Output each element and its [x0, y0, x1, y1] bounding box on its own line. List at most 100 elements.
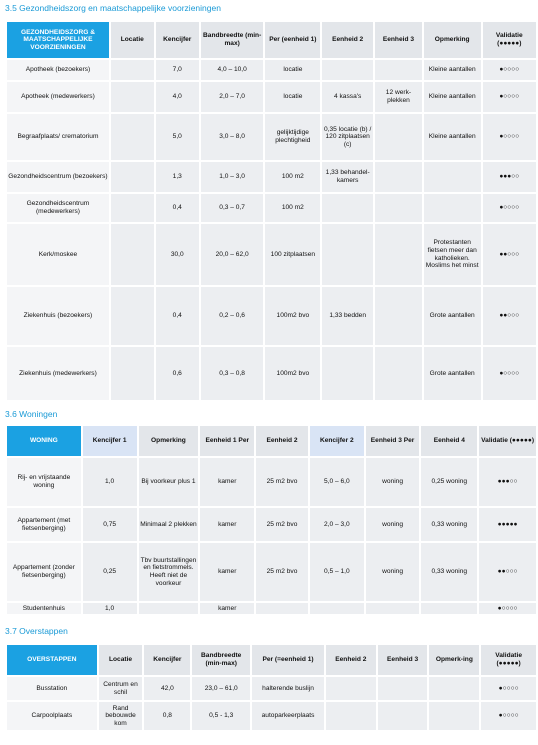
data-table: WONING Kencijfer 1 Opmerking Eenheid 1 Per E… [5, 424, 538, 616]
section-title: 3.7 Overstappen [5, 626, 68, 636]
table-row: GEZONDHEIDSZORG & MAATSCHAPPELIJKE VOORZ… [7, 22, 536, 58]
table-cell: 7,0 [155, 60, 199, 80]
table-cell: 3,0 – 8,0 [200, 114, 264, 160]
table-row: Studentenhuis 1,0 kamer ●○○○○ [7, 603, 536, 614]
table-cell: 1,3 [155, 162, 199, 192]
table-cell: Gezondheidscentrum (bezoekers) [7, 162, 109, 192]
table-cell: 2,0 – 7,0 [200, 82, 264, 112]
table-cell: Rand bebouwde kom [98, 702, 143, 730]
table-cell: Centrum en schil [98, 677, 143, 700]
table-cell: 25 m2 bvo [256, 458, 308, 506]
table-cell [365, 603, 420, 614]
table-cell: Rij- en vrijstaande woning [7, 458, 81, 506]
table-cell: 4,0 – 10,0 [200, 60, 264, 80]
table-cell: Appartement (zonder fietsenberging) [7, 543, 81, 601]
table-cell [423, 162, 481, 192]
table-cell: 1,0 [82, 603, 137, 614]
table-cell: 0,33 woning [421, 508, 478, 541]
table-row: OVERSTAPPEN Locatie Kencijfer Bandbreedte (… [7, 645, 536, 675]
table-cell: Locatie [98, 645, 143, 675]
table-cell: Bandbreedte (min-max) [200, 22, 264, 58]
table-cell: Validatie (●●●●●) [481, 645, 536, 675]
table-cell: OVERSTAPPEN [7, 645, 97, 675]
table-cell: Kencijfer [155, 22, 199, 58]
table-cell: Protestanten fietsen meer dan katholieke… [423, 224, 481, 285]
table-cell [256, 603, 308, 614]
table-cell: Eenheid 1 Per [200, 426, 255, 456]
table-cell: 0,33 woning [421, 543, 478, 601]
table-cell: 1,0 [82, 458, 137, 506]
table-cell: Eenheid 3 [375, 22, 422, 58]
table-cell: kamer [200, 508, 255, 541]
table-cell [375, 162, 422, 192]
table-cell: Appartement (met fietsenberging) [7, 508, 81, 541]
table-cell: ●○○○○ [479, 603, 536, 614]
table-cell: Eenheid 4 [421, 426, 478, 456]
table-cell [377, 702, 428, 730]
table-cell: ●●●●● [479, 508, 536, 541]
table-cell [110, 224, 154, 285]
section-title: 3.5 Gezondheidszorg en maatschappelijke … [5, 3, 221, 13]
table-cell: locatie [265, 82, 321, 112]
table-cell: woning [365, 508, 420, 541]
table-cell: Kerk/moskee [7, 224, 109, 285]
table-cell: 1,33 behandel-kamers [322, 162, 374, 192]
table-cell: Kencijfer [144, 645, 191, 675]
table-cell [375, 194, 422, 222]
table-cell: ●○○○○ [482, 114, 536, 160]
table-cell [375, 224, 422, 285]
table-cell [375, 114, 422, 160]
table-cell: GEZONDHEIDSZORG & MAATSCHAPPELIJKE VOORZ… [7, 22, 109, 58]
table-cell [110, 114, 154, 160]
section-title: 3.6 Woningen [5, 409, 58, 419]
table-cell: 100 m2 [265, 162, 321, 192]
table-cell: kamer [200, 458, 255, 506]
table-row: Begraafplaats/ crematorium 5,0 3,0 – 8,0 ge… [7, 114, 536, 160]
table-cell: ●○○○○ [482, 194, 536, 222]
table-cell: ●○○○○ [481, 702, 536, 730]
table-cell [423, 194, 481, 222]
table-cell: 0,3 – 0,8 [200, 347, 264, 400]
table-cell: 0,8 [144, 702, 191, 730]
table-cell: 0,25 [82, 543, 137, 601]
table-cell: ●●○○○ [482, 224, 536, 285]
table-cell: Validatie (●●●●●) [479, 426, 536, 456]
table-cell: Kleine aantallen [423, 60, 481, 80]
table-cell: Busstation [7, 677, 97, 700]
table-cell: ●○○○○ [482, 82, 536, 112]
table-cell: Eenheid 2 [322, 22, 374, 58]
table-cell: Kleine aantallen [423, 114, 481, 160]
table-cell: 0,3 – 0,7 [200, 194, 264, 222]
table-cell: 100m2 bvo [265, 287, 321, 345]
table-cell: Gezondheidscentrum (medewerkers) [7, 194, 109, 222]
table-cell: 0,4 [155, 194, 199, 222]
data-table: GEZONDHEIDSZORG & MAATSCHAPPELIJKE VOORZ… [5, 20, 538, 402]
table-cell [322, 194, 374, 222]
table-cell: ●●○○○ [482, 287, 536, 345]
table-cell: 25 m2 bvo [256, 543, 308, 601]
data-table: OVERSTAPPEN Locatie Kencijfer Bandbreedte (… [5, 643, 538, 732]
table-cell: 0,35 locatie (b) / 120 zitplaatsen (c) [322, 114, 374, 160]
table-cell [322, 60, 374, 80]
table-row: Busstation Centrum en schil 42,0 23,0 – 61,… [7, 677, 536, 700]
table-cell: 100m2 bvo [265, 347, 321, 400]
table-cell: 4,0 [155, 82, 199, 112]
table-cell: 0,6 [155, 347, 199, 400]
table-cell: 1,33 bedden [322, 287, 374, 345]
table-cell: Opmerking [138, 426, 199, 456]
table-row: Ziekenhuis (medewerkers) 0,6 0,3 – 0,8 100m… [7, 347, 536, 400]
table-cell [375, 347, 422, 400]
table-cell: Per (eenheid 1) [265, 22, 321, 58]
table-cell: Eenheid 2 [325, 645, 376, 675]
table-cell: halterende buslijn [252, 677, 324, 700]
table-cell: ●○○○○ [482, 60, 536, 80]
table-cell: Grote aantallen [423, 347, 481, 400]
table-row: Appartement (zonder fietsenberging) 0,25 T… [7, 543, 536, 601]
table-cell: Bandbreedte (min-max) [192, 645, 251, 675]
table-cell [375, 287, 422, 345]
table-cell: 23,0 – 61,0 [192, 677, 251, 700]
table-cell: WONING [7, 426, 81, 456]
table-cell: gelijktijdige plechtigheid [265, 114, 321, 160]
table-cell [110, 194, 154, 222]
table-cell: 5,0 – 6,0 [309, 458, 364, 506]
